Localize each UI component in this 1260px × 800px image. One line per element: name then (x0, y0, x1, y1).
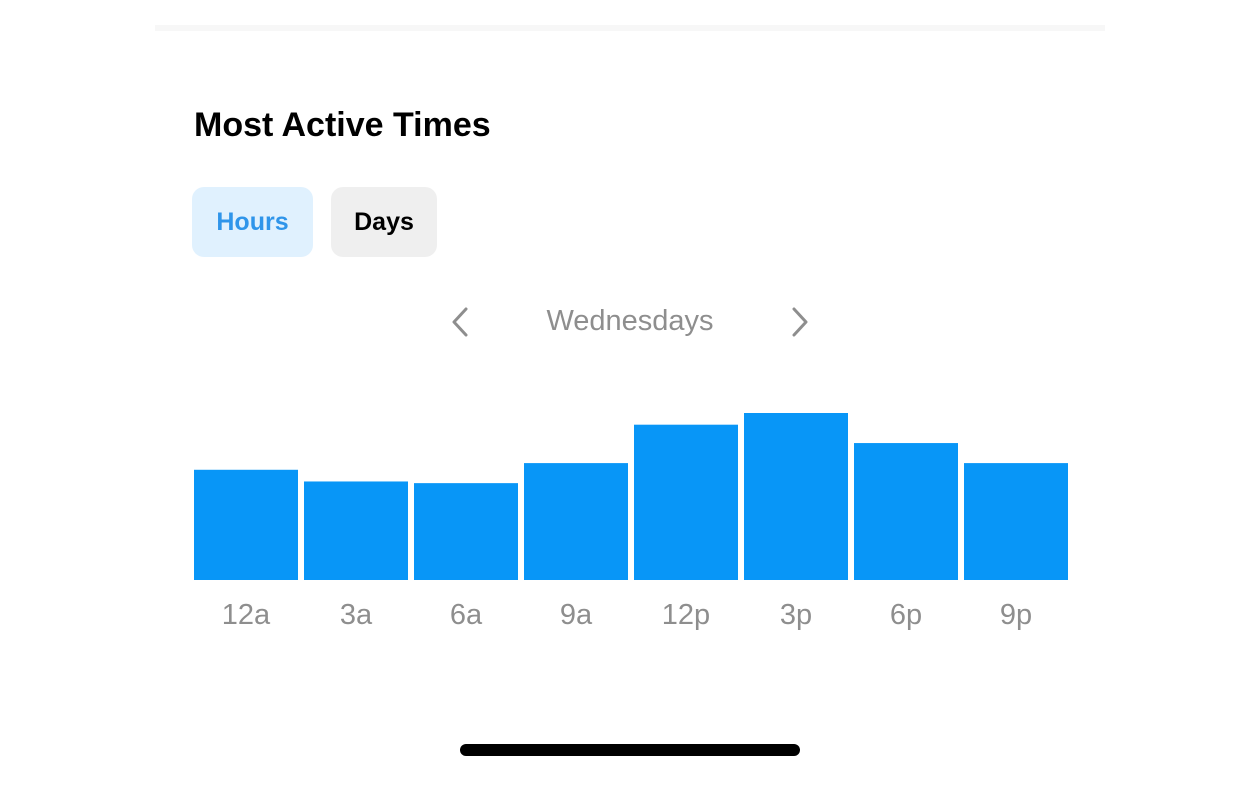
chevron-right-icon (792, 307, 808, 337)
selected-day-label: Wednesdays (546, 305, 714, 337)
bar-6p (854, 443, 958, 580)
bar-12a (194, 469, 298, 580)
bar-9p (964, 463, 1068, 580)
x-tick-label: 12a (222, 599, 271, 631)
section-title: Most Active Times (194, 106, 491, 144)
x-tick-label: 6p (890, 599, 922, 631)
activity-bar-chart: 12a 3a 6a 9a 12p 3p 6p 9p (194, 413, 1068, 631)
x-tick-label: 3p (780, 599, 812, 631)
bar-12p (634, 424, 738, 580)
x-tick-label: 3a (340, 599, 373, 631)
bar-6a (414, 483, 518, 580)
bar-9a (524, 463, 628, 580)
home-indicator (460, 744, 800, 756)
day-navigator: Wednesdays (440, 300, 820, 346)
x-tick-label: 6a (450, 599, 483, 631)
hours-toggle-button[interactable]: Hours (192, 187, 313, 257)
next-day-button[interactable] (782, 304, 818, 340)
x-tick-label: 12p (662, 599, 710, 631)
bar-3a (304, 481, 408, 580)
x-tick-label: 9a (560, 599, 593, 631)
top-divider (155, 25, 1105, 31)
x-tick-label: 9p (1000, 599, 1032, 631)
days-toggle-button[interactable]: Days (331, 187, 437, 257)
bar-3p (744, 413, 848, 580)
chevron-left-icon (452, 307, 468, 337)
previous-day-button[interactable] (442, 304, 478, 340)
